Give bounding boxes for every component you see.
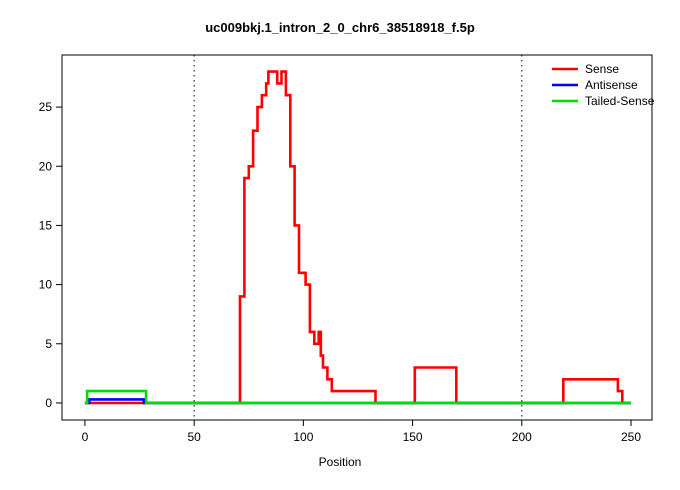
x-tick-label: 200 bbox=[512, 430, 532, 444]
x-tick-label: 0 bbox=[82, 430, 89, 444]
y-tick-label: 10 bbox=[39, 278, 53, 292]
y-tick-label: 25 bbox=[39, 100, 53, 114]
chart-title: uc009bkj.1_intron_2_0_chr6_38518918_f.5p bbox=[205, 20, 475, 35]
y-tick-label: 20 bbox=[39, 159, 53, 173]
x-tick-label: 100 bbox=[293, 430, 313, 444]
y-tick-label: 5 bbox=[45, 337, 52, 351]
legend-label: Antisense bbox=[585, 78, 638, 92]
x-tick-label: 150 bbox=[403, 430, 423, 444]
y-tick-label: 15 bbox=[39, 218, 53, 232]
sense-line bbox=[84, 70, 631, 405]
x-tick-label: 250 bbox=[621, 430, 641, 444]
legend-label: Tailed-Sense bbox=[585, 94, 655, 108]
tailed-sense-line bbox=[84, 389, 631, 405]
x-tick-label: 50 bbox=[187, 430, 201, 444]
plot-box bbox=[61, 54, 653, 421]
x-axis-label: Position bbox=[318, 455, 362, 469]
legend-label: Sense bbox=[585, 62, 619, 76]
y-tick-label: 0 bbox=[45, 396, 52, 410]
